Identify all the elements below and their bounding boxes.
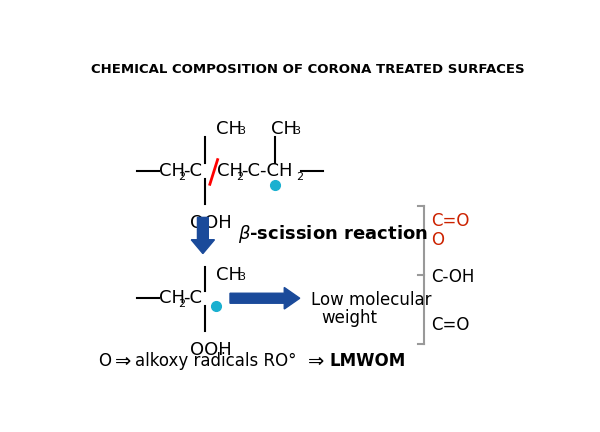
Text: weight: weight bbox=[322, 309, 377, 327]
Text: C-OH: C-OH bbox=[431, 268, 475, 286]
Text: CH: CH bbox=[158, 162, 185, 180]
Text: $\beta$-scission reaction: $\beta$-scission reaction bbox=[238, 223, 428, 245]
Text: 2: 2 bbox=[296, 172, 303, 181]
Text: CH: CH bbox=[158, 289, 185, 307]
Text: -C: -C bbox=[184, 289, 203, 307]
Text: OOH: OOH bbox=[190, 340, 232, 359]
Text: C=O: C=O bbox=[431, 316, 470, 334]
Text: CH: CH bbox=[216, 266, 242, 284]
Text: CH: CH bbox=[217, 162, 243, 180]
Text: -C: -C bbox=[184, 162, 203, 180]
Text: LMWOM: LMWOM bbox=[329, 353, 406, 370]
Text: ⇒: ⇒ bbox=[308, 352, 324, 371]
Text: CHEMICAL COMPOSITION OF CORONA TREATED SURFACES: CHEMICAL COMPOSITION OF CORONA TREATED S… bbox=[91, 63, 524, 76]
Text: Low molecular: Low molecular bbox=[311, 291, 432, 308]
Text: C=O: C=O bbox=[431, 212, 470, 230]
FancyArrow shape bbox=[230, 287, 300, 309]
Text: O: O bbox=[431, 231, 445, 249]
Text: ⇒: ⇒ bbox=[115, 352, 131, 371]
Text: 3: 3 bbox=[293, 126, 300, 136]
Text: 3: 3 bbox=[238, 126, 245, 136]
Text: CH: CH bbox=[271, 120, 297, 138]
Text: CH: CH bbox=[216, 120, 242, 138]
FancyArrow shape bbox=[191, 217, 215, 254]
Text: OOH: OOH bbox=[190, 213, 232, 232]
Text: 2: 2 bbox=[178, 172, 185, 181]
Text: O: O bbox=[98, 353, 111, 370]
Text: 2: 2 bbox=[178, 299, 185, 308]
Text: 2: 2 bbox=[236, 172, 244, 181]
Text: alkoxy radicals RO°: alkoxy radicals RO° bbox=[136, 353, 297, 370]
Text: -C-CH: -C-CH bbox=[242, 162, 293, 180]
Text: 3: 3 bbox=[238, 272, 245, 282]
